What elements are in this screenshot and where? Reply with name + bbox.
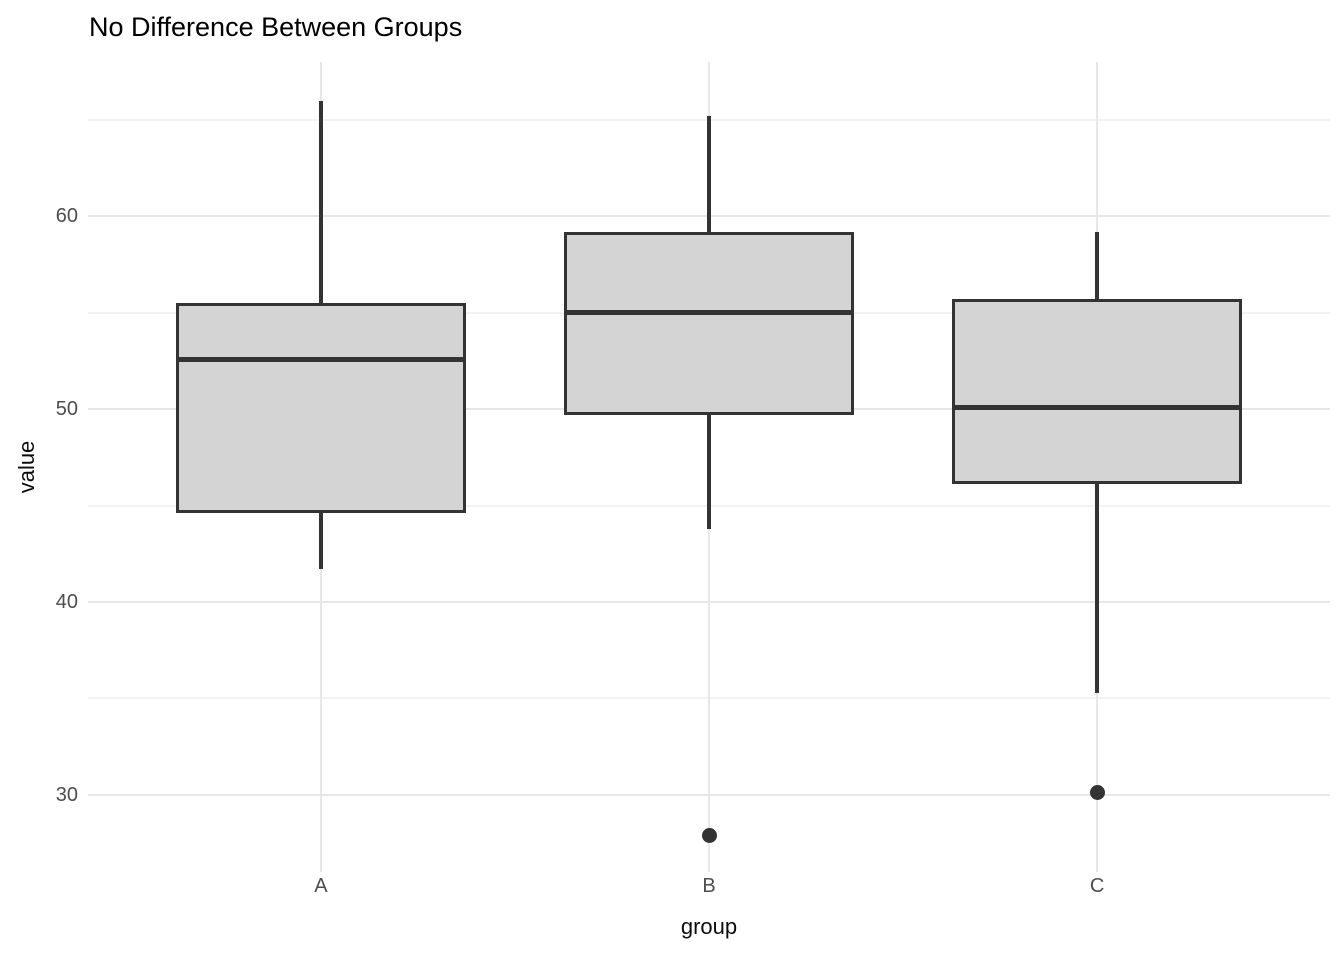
median-A [178, 356, 463, 362]
outlier-point-B [701, 827, 717, 843]
box-A [175, 303, 466, 514]
median-B [567, 310, 851, 316]
chart-title: No Difference Between Groups [89, 12, 463, 42]
y-tick-label: 60 [55, 205, 78, 228]
outlier-point-C [1089, 785, 1105, 801]
box-C [952, 299, 1243, 485]
y-tick-label: 50 [55, 398, 78, 421]
median-C [955, 404, 1240, 410]
x-tick-label: B [702, 875, 716, 897]
y-tick-label: 40 [55, 591, 78, 613]
y-axis-title: value [14, 440, 39, 494]
x-tick-label: C [1089, 875, 1105, 897]
box-B [564, 231, 854, 415]
x-tick-label: A [314, 875, 328, 897]
y-tick-label: 30 [55, 783, 78, 806]
x-axis-title: group [680, 914, 738, 939]
